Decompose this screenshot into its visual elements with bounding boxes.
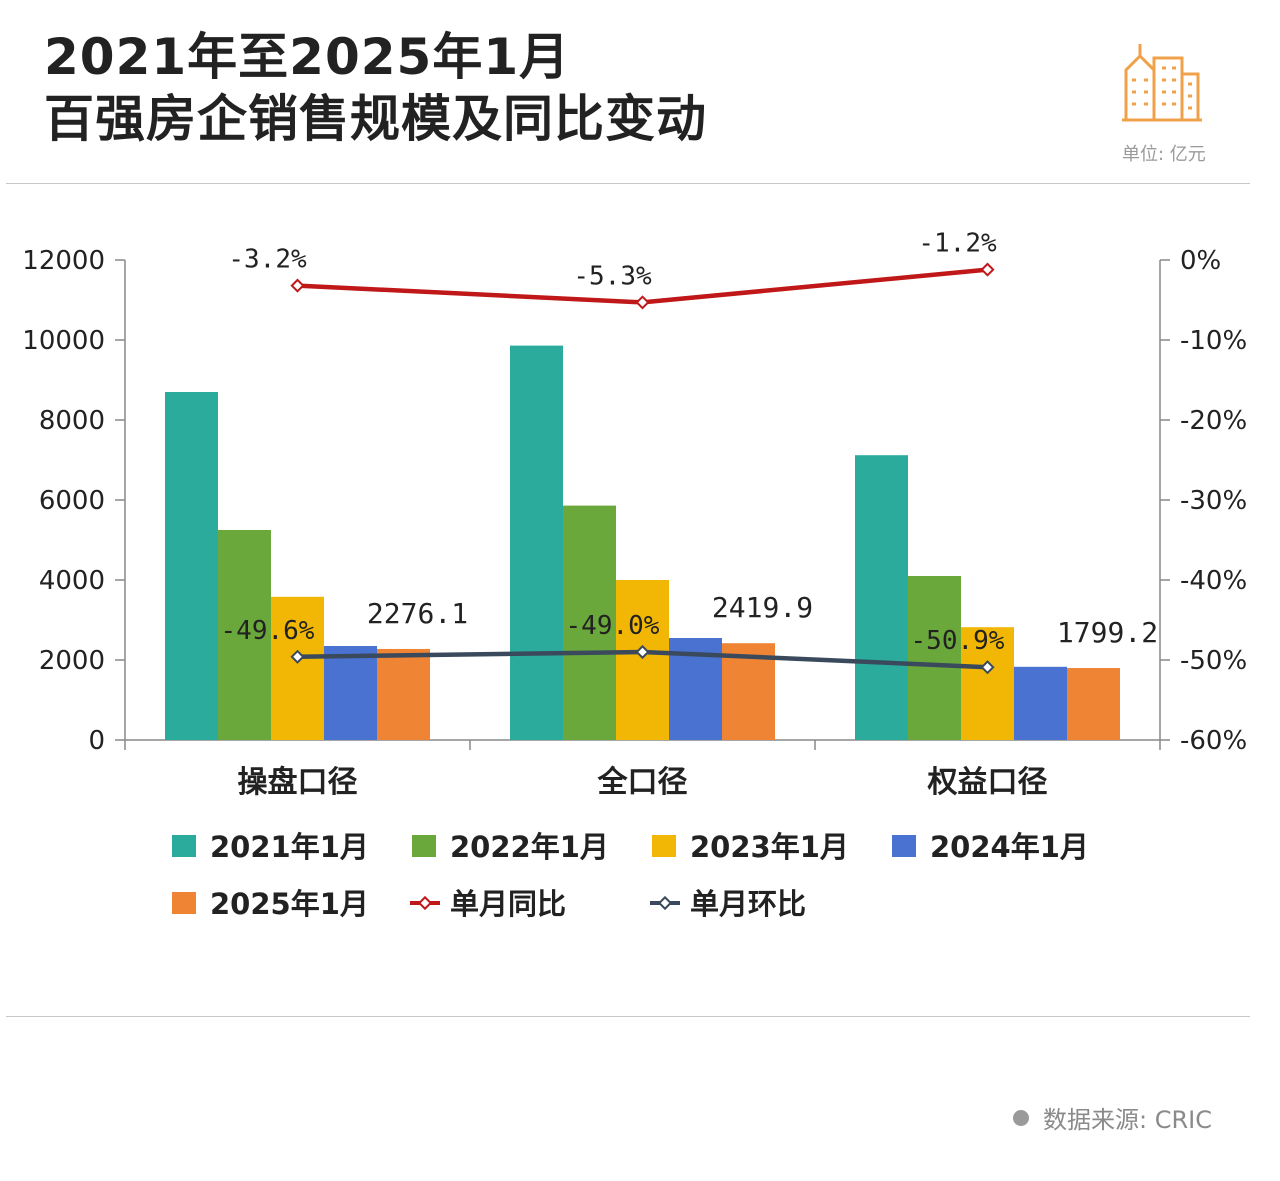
legend-label: 2023年1月 [690, 830, 849, 864]
bar-value-label: 2276.1 [367, 597, 468, 630]
legend-swatch [652, 835, 676, 857]
legend-swatch [412, 835, 436, 857]
top-divider [6, 183, 1250, 184]
bar-series [165, 345, 1120, 740]
line-series [290, 262, 995, 675]
line-marker [635, 644, 650, 660]
legend-swatch [172, 835, 196, 857]
line-marker [980, 660, 995, 675]
legend-label: 2022年1月 [450, 830, 609, 864]
bar [165, 392, 218, 740]
legend-marker [657, 895, 673, 911]
legend-swatch [892, 835, 916, 857]
bar [324, 646, 377, 740]
bar [961, 627, 1014, 740]
source-text: 数据来源: CRIC [1043, 1106, 1212, 1134]
title-line-2: 百强房企销售规模及同比变动 [44, 90, 707, 148]
legend-label: 2025年1月 [210, 887, 369, 921]
bar [1014, 666, 1067, 740]
y-right-tick-label: 0% [1180, 246, 1221, 276]
legend-label: 2021年1月 [210, 830, 369, 864]
bar [855, 455, 908, 740]
title-line-1: 2021年至2025年1月 [44, 28, 571, 86]
y-right-tick-label: -60% [1180, 726, 1247, 756]
legend-label: 2024年1月 [930, 830, 1089, 864]
line-value-label: -50.9% [911, 626, 1005, 656]
bar [271, 596, 324, 740]
y-right-tick-label: -10% [1180, 326, 1247, 356]
legend-marker [417, 895, 433, 911]
legend-label: 单月环比 [690, 887, 806, 921]
legend: 2021年1月 2022年1月 2023年1月 2024年1月 2025年1月 单月同比 单… [172, 830, 1089, 921]
building-logo-icon [1122, 44, 1202, 122]
y-left-tick-label: 8000 [39, 406, 105, 436]
y-left-tick-label: 12000 [22, 246, 105, 276]
line-marker [635, 295, 650, 310]
line-value-label: -49.6% [221, 616, 315, 646]
x-category-label: 操盘口径 [238, 765, 358, 800]
line-value-label: -49.0% [566, 611, 660, 641]
bar [616, 580, 669, 740]
y-left-tick-label: 0 [88, 726, 105, 756]
source-dot-icon [1013, 1109, 1030, 1126]
bar [510, 345, 563, 740]
line-value-label: -1.2% [918, 229, 997, 259]
line-marker [290, 278, 305, 293]
y-right-tick-label: -40% [1180, 566, 1247, 596]
bar-value-label: 1799.2 [1057, 616, 1158, 649]
line-value-label: -3.2% [228, 245, 307, 275]
chart-axes: 0 2000 4000 6000 8000 10000 12000 0% -10% -20% -30… [22, 246, 1247, 800]
data-labels: 2276.1 2419.9 1799.2 -3.2% -5.3% -1.2% -49.6% -… [221, 229, 1159, 657]
bottom-divider [6, 1016, 1250, 1017]
line-marker [290, 649, 305, 664]
line-marker [980, 262, 995, 277]
bar [377, 648, 430, 740]
bar [1067, 668, 1120, 740]
chart-title: 2021年至2025年1月 百强房企销售规模及同比变动 [44, 26, 707, 150]
y-right-tick-label: -50% [1180, 646, 1247, 676]
bar-value-label: 2419.9 [712, 591, 813, 624]
bar [218, 530, 271, 740]
bar [908, 576, 961, 740]
bar [563, 505, 616, 740]
legend-swatch [172, 892, 196, 914]
source-note: 数据来源: CRIC [1013, 1100, 1212, 1135]
line-value-label: -5.3% [573, 261, 652, 291]
x-category-label: 权益口径 [927, 765, 1048, 800]
y-right-tick-label: -20% [1180, 406, 1247, 436]
x-category-label: 全口径 [597, 765, 688, 800]
y-right-tick-label: -30% [1180, 486, 1247, 516]
y-left-tick-label: 2000 [39, 646, 105, 676]
y-left-tick-label: 10000 [22, 326, 105, 356]
legend-label: 单月同比 [450, 887, 566, 921]
y-left-tick-label: 6000 [39, 486, 105, 516]
unit-label: 单位: 亿元 [1122, 144, 1206, 165]
y-left-tick-label: 4000 [39, 566, 105, 596]
